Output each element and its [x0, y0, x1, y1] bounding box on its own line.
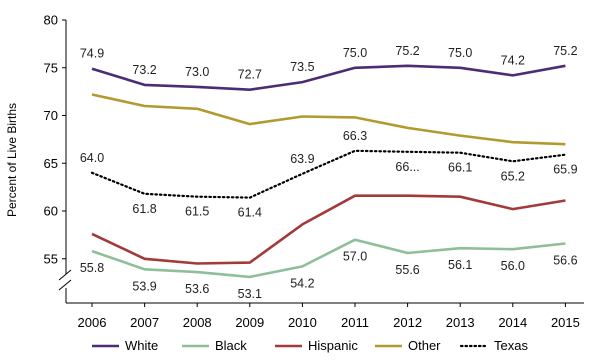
- legend-label-hispanic: Hispanic: [308, 338, 358, 353]
- x-tick-label: 2012: [393, 315, 422, 330]
- x-tick-label: 2010: [288, 315, 317, 330]
- legend-label-texas: Texas: [494, 338, 528, 353]
- x-tick-label: 2014: [498, 315, 527, 330]
- x-tick-label: 2013: [446, 315, 475, 330]
- x-tick-label: 2006: [78, 315, 107, 330]
- legend-label-other: Other: [408, 338, 441, 353]
- data-label-black: 57.0: [343, 250, 367, 264]
- legend-label-black: Black: [215, 338, 247, 353]
- series-line-hispanic: [91, 194, 566, 265]
- data-label-white: 75.2: [553, 44, 577, 58]
- x-tick-label: 2009: [235, 315, 264, 330]
- x-tick-label: 2008: [183, 315, 212, 330]
- data-label-black: 55.6: [395, 263, 419, 277]
- x-tick-label: 2007: [130, 315, 159, 330]
- legend: White Black Hispanic Other Texas: [92, 338, 528, 353]
- data-label-texas: 66...: [395, 160, 419, 174]
- data-label-white: 73.5: [290, 60, 314, 74]
- x-tick-label: 2011: [341, 315, 369, 330]
- data-label-black: 55.8: [80, 261, 104, 275]
- series-line-black: [91, 238, 566, 279]
- y-axis-label: Percent of Live Births: [5, 103, 19, 217]
- data-label-white: 73.0: [185, 65, 209, 79]
- data-label-black: 56.1: [448, 258, 472, 272]
- axis-break-mark: [58, 279, 72, 291]
- data-label-texas: 66.3: [343, 129, 367, 143]
- data-label-white: 74.2: [501, 53, 525, 67]
- y-tick-label: 70: [44, 108, 58, 123]
- data-label-white: 73.2: [132, 63, 156, 77]
- data-label-texas: 61.5: [185, 205, 209, 219]
- x-tick-label: 2015: [551, 315, 580, 330]
- series-line-texas: [90, 149, 567, 199]
- data-label-black: 53.9: [132, 279, 156, 293]
- data-label-black: 53.6: [185, 282, 209, 296]
- data-label-white: 75.0: [448, 46, 472, 60]
- y-tick-label: 75: [44, 60, 58, 75]
- series-line-other: [91, 93, 566, 146]
- y-tick-label: 55: [44, 251, 58, 266]
- y-tick-label: 60: [44, 204, 58, 219]
- y-tick-label: 80: [44, 13, 58, 28]
- series-line-white: [91, 64, 566, 91]
- data-label-black: 56.0: [501, 259, 525, 273]
- data-label-white: 75.2: [395, 44, 419, 58]
- data-label-white: 74.9: [80, 47, 104, 61]
- data-label-black: 53.1: [238, 287, 262, 301]
- legend-label-white: White: [125, 338, 158, 353]
- data-label-texas: 65.2: [501, 169, 525, 183]
- axis-break-mark: [58, 269, 72, 281]
- data-label-black: 54.2: [290, 276, 314, 290]
- data-label-texas: 61.4: [238, 206, 262, 220]
- data-label-white: 72.7: [238, 68, 262, 82]
- data-label-texas: 61.8: [132, 202, 156, 216]
- data-label-texas: 66.1: [448, 161, 472, 175]
- data-label-texas: 64.0: [80, 151, 104, 165]
- y-tick-label: 65: [44, 156, 58, 171]
- data-labels: 74.9 73.2 73.0 72.7 73.5 75.0 75.2 75.0 74.2 75.2…: [80, 44, 578, 301]
- data-label-black: 56.6: [553, 253, 577, 267]
- data-label-texas: 63.9: [290, 152, 314, 166]
- axes: 55 60 65 70 75 80 2006 2007 2008 2009 2010 2011 2012…: [44, 13, 584, 330]
- series-lines: [90, 64, 567, 279]
- data-label-texas: 65.9: [553, 163, 577, 177]
- data-label-white: 75.0: [343, 46, 367, 60]
